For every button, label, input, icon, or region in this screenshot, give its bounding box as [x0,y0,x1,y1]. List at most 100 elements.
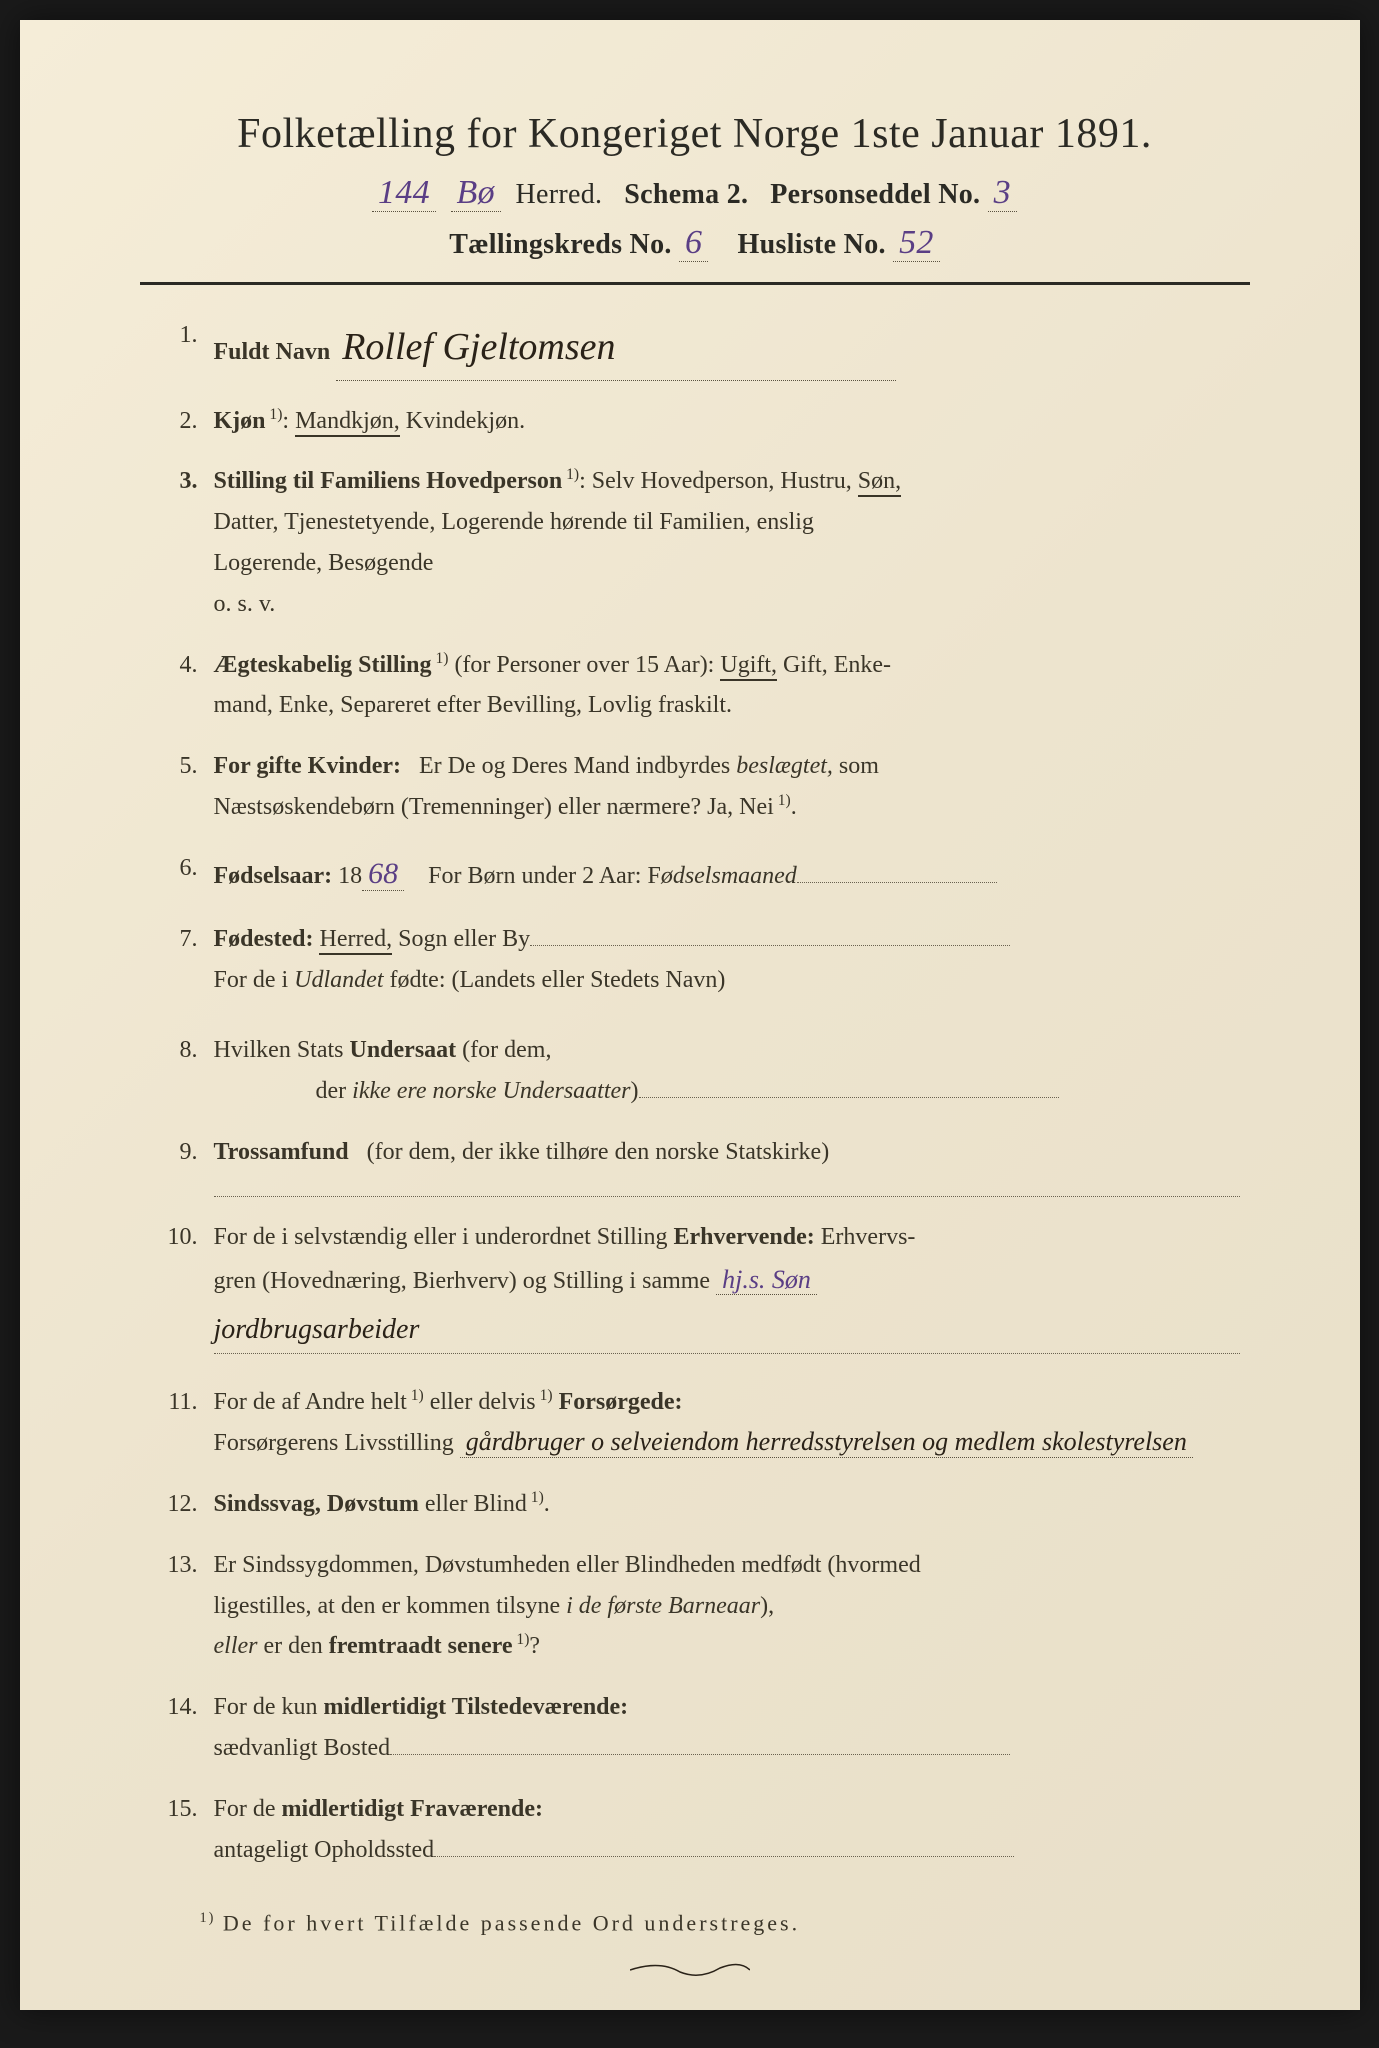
occupation-detail: jordbrugsarbeider [214,1302,1240,1355]
prompt-text: (for dem, der ikke tilhøre den norske St… [367,1139,830,1165]
prompt-text: (for dem, [462,1037,551,1063]
continuation-text: er den [263,1633,322,1659]
footnote: 1) De for hvert Tilfælde passende Ord un… [140,1910,1250,1936]
field-label: Kjøn [214,408,266,434]
field-label: Undersaat [350,1037,457,1063]
italic-text: Udlandet [294,967,383,993]
item-body: Trossamfund (for dem, der ikke tilhøre d… [214,1132,1240,1197]
italic-text: ikke ere norske Undersaatter [352,1078,630,1104]
item-body: For de af Andre helt 1) eller delvis 1) … [214,1382,1240,1464]
footnote-ref: 1) [527,1489,544,1506]
page-tear-icon [630,1960,750,1980]
schema-label: Schema 2. [624,179,748,210]
item-7: 7. Fødested: Herred, Sogn eller By For d… [150,919,1240,1001]
item-number: 9. [150,1132,214,1197]
selected-value: Herred, [319,926,392,955]
selected-value: Søn, [858,468,901,497]
item-12: 12. Sindssvag, Døvstum eller Blind 1). [150,1484,1240,1525]
item-body: Stilling til Familiens Hovedperson 1): S… [214,461,1240,624]
item-number: 8. [150,1030,214,1112]
provider-occupation: gårdbruger o selveiendom herredsstyrelse… [460,1426,1193,1458]
continuation-text: Forsørgerens Livsstilling [214,1430,454,1456]
husliste-number: 52 [893,224,940,262]
continuation-text: Logerende, Besøgende [214,550,434,576]
continuation-text: o. s. v. [214,591,276,617]
field-label: Erhvervende: [673,1224,814,1250]
item-5: 5. For gifte Kvinder: Er De og Deres Man… [150,746,1240,828]
item-number: 14. [150,1687,214,1769]
field-label: Fuldt Navn [214,339,331,365]
field-label: Forsørgede: [559,1389,683,1415]
item-4: 4. Ægteskabelig Stilling 1) (for Persone… [150,645,1240,727]
selected-value: Mandkjøn, [295,408,400,437]
footnote-ref: 1) [536,1387,553,1404]
form-items: 1. Fuldt Navn Rollef Gjeltomsen 2. Kjøn … [140,315,1250,1870]
form-title: Folketælling for Kongeriget Norge 1ste J… [140,110,1250,158]
prompt-text: Hvilken Stats [214,1037,344,1063]
item-2: 2. Kjøn 1): Mandkjøn, Kvindekjøn. [150,401,1240,442]
option-text: Kvindekjøn. [406,408,525,434]
option-text: Gift, Enke- [783,652,891,678]
personseddel-label: Personseddel No. [770,179,980,210]
name-value: Rollef Gjeltomsen [336,315,896,381]
field-label: Stilling til Familiens Hovedperson [214,468,563,494]
item-body: For de i selvstændig eller i underordnet… [214,1217,1240,1355]
prompt-text: For de i [214,967,289,993]
district-name: Bø [451,174,501,212]
prompt-text: Erhvervs- [821,1224,916,1250]
item-body: For gifte Kvinder: Er De og Deres Mand i… [214,746,1240,828]
item-10: 10. For de i selvstændig eller i underor… [150,1217,1240,1355]
item-body: Hvilken Stats Undersaat (for dem, der ik… [214,1030,1240,1112]
field-label: midlertidigt Fraværende: [282,1796,544,1822]
footnote-ref: 1) [266,406,283,423]
blank-field [639,1097,1059,1098]
item-9: 9. Trossamfund (for dem, der ikke tilhør… [150,1132,1240,1197]
item-body: Ægteskabelig Stilling 1) (for Personer o… [214,645,1240,727]
item-number: 15. [150,1789,214,1871]
bold-text: fremtraadt senere [329,1633,513,1659]
footnote-marker: 1) [200,1910,216,1926]
item-number: 6. [150,848,214,899]
option-text: Sogn eller By [398,926,530,952]
item-8: 8. Hvilken Stats Undersaat (for dem, der… [150,1030,1240,1112]
prompt-text: fødte: (Landets eller Stedets Navn) [390,967,726,993]
item-body: Er Sindssygdommen, Døvstumheden eller Bl… [214,1545,1240,1667]
continuation-text: ligestilles, at den er kommen tilsyne [214,1593,561,1619]
prompt-text: For de kun [214,1694,318,1720]
prompt-text: For de [214,1796,276,1822]
year-prefix: 18 [338,863,362,889]
footnote-text: De for hvert Tilfælde passende Ord under… [223,1911,800,1936]
field-label: Fødselsaar: [214,863,333,889]
item-number: 12. [150,1484,214,1525]
item-11: 11. For de af Andre helt 1) eller delvis… [150,1382,1240,1464]
item-3: 3. Stilling til Familiens Hovedperson 1)… [150,461,1240,624]
item-number: 4. [150,645,214,727]
item-number: 13. [150,1545,214,1667]
field-label: Fødested: [214,926,314,952]
prompt-text: Er De og Deres Mand indbyrdes [419,753,730,779]
footnote-ref: 1) [512,1631,529,1648]
field-label: Ægteskabelig Stilling [214,652,432,678]
option-text: (for Personer over 15 Aar): [454,652,714,678]
prompt-text: som [839,753,879,779]
blank-field [390,1754,1010,1755]
prompt-text: For Børn under 2 Aar: F [428,863,661,889]
header-divider [140,282,1250,285]
item-number: 3. [150,461,214,624]
item-body: Fuldt Navn Rollef Gjeltomsen [214,315,1240,381]
italic-text: ødselsmaaned [661,863,797,889]
continuation-text: mand, Enke, Separeret efter Bevilling, L… [214,692,733,718]
item-number: 2. [150,401,214,442]
item-body: For de midlertidigt Fraværende: antageli… [214,1789,1240,1871]
footnote-ref: 1) [407,1387,424,1404]
continuation-text: der [316,1078,347,1104]
item-14: 14. For de kun midlertidigt Tilstedevære… [150,1687,1240,1769]
blank-field [434,1856,1014,1857]
kreds-label: Tællingskreds No. [449,229,671,260]
footnote-ref: 1) [774,792,791,809]
item-13: 13. Er Sindssygdommen, Døvstumheden elle… [150,1545,1240,1667]
item-body: Sindssvag, Døvstum eller Blind 1). [214,1484,1240,1525]
header-line-2: 144 Bø Herred. Schema 2. Personseddel No… [140,174,1250,212]
herred-label: Herred. [516,179,603,210]
continuation-text: antageligt Opholdssted [214,1837,435,1863]
